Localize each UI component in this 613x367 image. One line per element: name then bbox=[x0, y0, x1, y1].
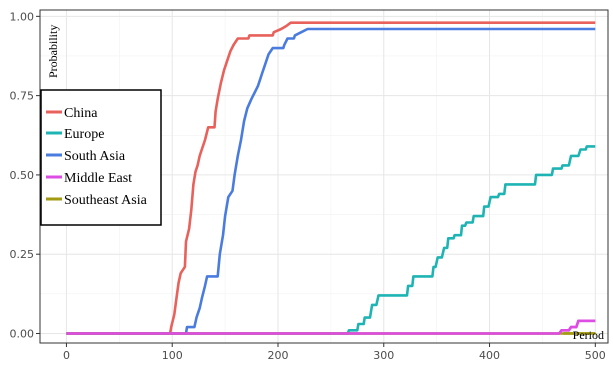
y-axis-title: Probability bbox=[46, 25, 60, 78]
y-tick-label: 0.25 bbox=[10, 248, 35, 261]
legend-label-southeast-asia: Southeast Asia bbox=[64, 193, 148, 208]
legend-item-southeast-asia: Southeast Asia bbox=[46, 193, 148, 208]
legend-item-europe: Europe bbox=[46, 127, 104, 142]
x-tick-label: 200 bbox=[267, 349, 288, 362]
x-tick-label: 300 bbox=[373, 349, 394, 362]
series-line-middle-east-overlay bbox=[66, 319, 596, 335]
x-tick-label: 0 bbox=[63, 349, 70, 362]
series-line-china bbox=[66, 21, 596, 335]
legend-label-china: China bbox=[64, 106, 98, 121]
series-lines bbox=[66, 21, 596, 335]
legend-label-south-asia: South Asia bbox=[64, 149, 126, 164]
x-tick-label: 100 bbox=[162, 349, 183, 362]
y-tick-label: 0.00 bbox=[10, 327, 35, 340]
y-tick-label: 0.75 bbox=[10, 90, 35, 103]
series-line-south-asia bbox=[66, 27, 596, 335]
legend-label-middle-east: Middle East bbox=[64, 171, 132, 186]
axis-ticks: 0 100 200 300 400 500 0.00 0.25 0.50 0.75 1.00 bbox=[10, 10, 606, 362]
legend-label-europe: Europe bbox=[64, 127, 104, 142]
y-axis-label: Probability bbox=[46, 25, 60, 78]
legend-item-south-asia: South Asia bbox=[46, 149, 126, 164]
x-tick-label: 400 bbox=[479, 349, 500, 362]
legend-item-middle-east: Middle East bbox=[46, 171, 132, 186]
legend: China Europe South Asia Middle East Sout… bbox=[40, 89, 162, 226]
y-tick-label: 0.50 bbox=[10, 169, 35, 182]
x-axis-label: Period bbox=[573, 328, 604, 342]
y-tick-label: 1.00 bbox=[10, 10, 35, 23]
x-tick-label: 500 bbox=[585, 349, 606, 362]
plot-panel-border bbox=[39, 9, 609, 344]
series-line-europe bbox=[66, 145, 596, 335]
legend-item-china: China bbox=[46, 106, 98, 121]
